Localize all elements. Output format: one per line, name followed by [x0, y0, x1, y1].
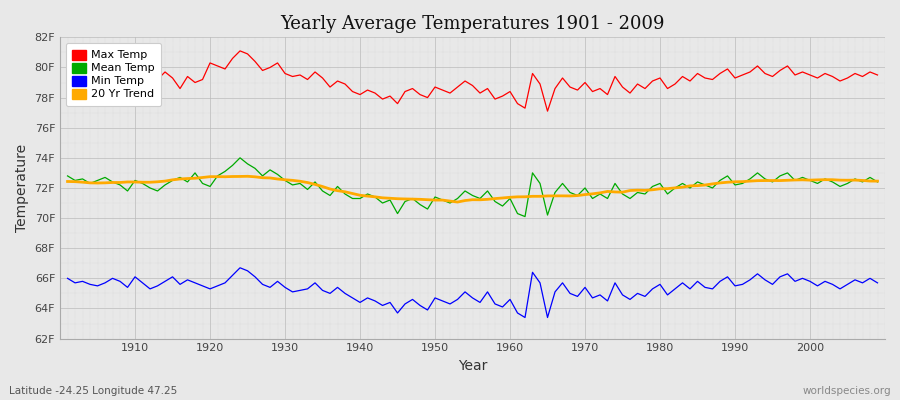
Text: Latitude -24.25 Longitude 47.25: Latitude -24.25 Longitude 47.25: [9, 386, 177, 396]
Legend: Max Temp, Mean Temp, Min Temp, 20 Yr Trend: Max Temp, Mean Temp, Min Temp, 20 Yr Tre…: [66, 43, 161, 106]
Y-axis label: Temperature: Temperature: [15, 144, 29, 232]
X-axis label: Year: Year: [458, 359, 487, 373]
Title: Yearly Average Temperatures 1901 - 2009: Yearly Average Temperatures 1901 - 2009: [280, 15, 665, 33]
Text: worldspecies.org: worldspecies.org: [803, 386, 891, 396]
